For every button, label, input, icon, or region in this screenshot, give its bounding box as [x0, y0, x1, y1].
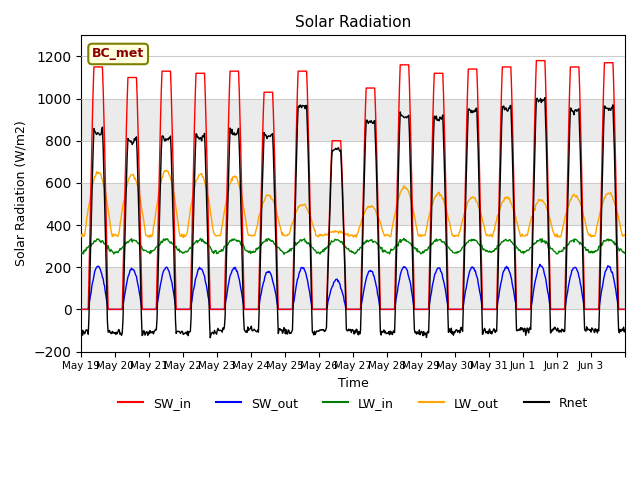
- LW_out: [243, 222, 250, 228]
- SW_out: [268, 275, 276, 280]
- Rnet: [289, 301, 297, 307]
- SW_in: [621, 307, 629, 312]
- Y-axis label: Solar Radiation (W/m2): Solar Radiation (W/m2): [15, 120, 28, 266]
- SW_out: [536, 262, 544, 267]
- LW_out: [441, 202, 449, 207]
- LW_in: [280, 252, 288, 257]
- LW_out: [621, 232, 629, 238]
- Line: LW_out: LW_out: [81, 170, 625, 238]
- Bar: [81, 98, 625, 141]
- SW_in: [268, 89, 276, 95]
- LW_out: [290, 216, 298, 222]
- Rnet: [541, 95, 548, 100]
- LW_out: [141, 227, 149, 233]
- Legend: SW_in, SW_out, LW_in, LW_out, Rnet: SW_in, SW_out, LW_in, LW_out, Rnet: [113, 392, 593, 415]
- SW_out: [141, 307, 149, 312]
- Rnet: [77, 329, 85, 335]
- Rnet: [621, 327, 629, 333]
- Rnet: [410, 308, 417, 313]
- Bar: [81, 183, 625, 225]
- SW_in: [289, 307, 296, 312]
- Title: Solar Radiation: Solar Radiation: [295, 15, 412, 30]
- SW_in: [241, 307, 249, 312]
- LW_in: [289, 245, 297, 251]
- SW_in: [532, 58, 540, 63]
- Line: SW_out: SW_out: [81, 264, 625, 310]
- LW_in: [411, 246, 419, 252]
- LW_in: [400, 236, 408, 241]
- LW_out: [269, 198, 277, 204]
- SW_in: [141, 307, 149, 312]
- Line: LW_in: LW_in: [81, 239, 625, 254]
- Line: Rnet: Rnet: [81, 97, 625, 338]
- Rnet: [242, 329, 250, 335]
- LW_in: [441, 241, 449, 247]
- Rnet: [440, 156, 448, 162]
- LW_out: [77, 232, 85, 238]
- LW_in: [141, 248, 149, 253]
- SW_in: [440, 90, 447, 96]
- SW_in: [77, 307, 85, 312]
- LW_in: [621, 250, 629, 256]
- LW_out: [163, 168, 170, 173]
- SW_out: [241, 307, 249, 312]
- LW_in: [77, 251, 85, 256]
- Text: BC_met: BC_met: [92, 48, 144, 60]
- Rnet: [141, 332, 149, 338]
- SW_out: [440, 277, 447, 283]
- Line: SW_in: SW_in: [81, 60, 625, 310]
- Rnet: [206, 335, 214, 341]
- LW_in: [241, 247, 249, 252]
- Rnet: [269, 131, 276, 136]
- X-axis label: Time: Time: [338, 377, 369, 390]
- SW_out: [409, 298, 417, 303]
- SW_out: [621, 307, 629, 312]
- SW_in: [409, 238, 417, 244]
- SW_out: [77, 307, 85, 312]
- LW_in: [268, 238, 276, 244]
- SW_out: [289, 307, 296, 312]
- Bar: [81, 267, 625, 310]
- LW_out: [179, 235, 187, 240]
- LW_out: [411, 213, 419, 218]
